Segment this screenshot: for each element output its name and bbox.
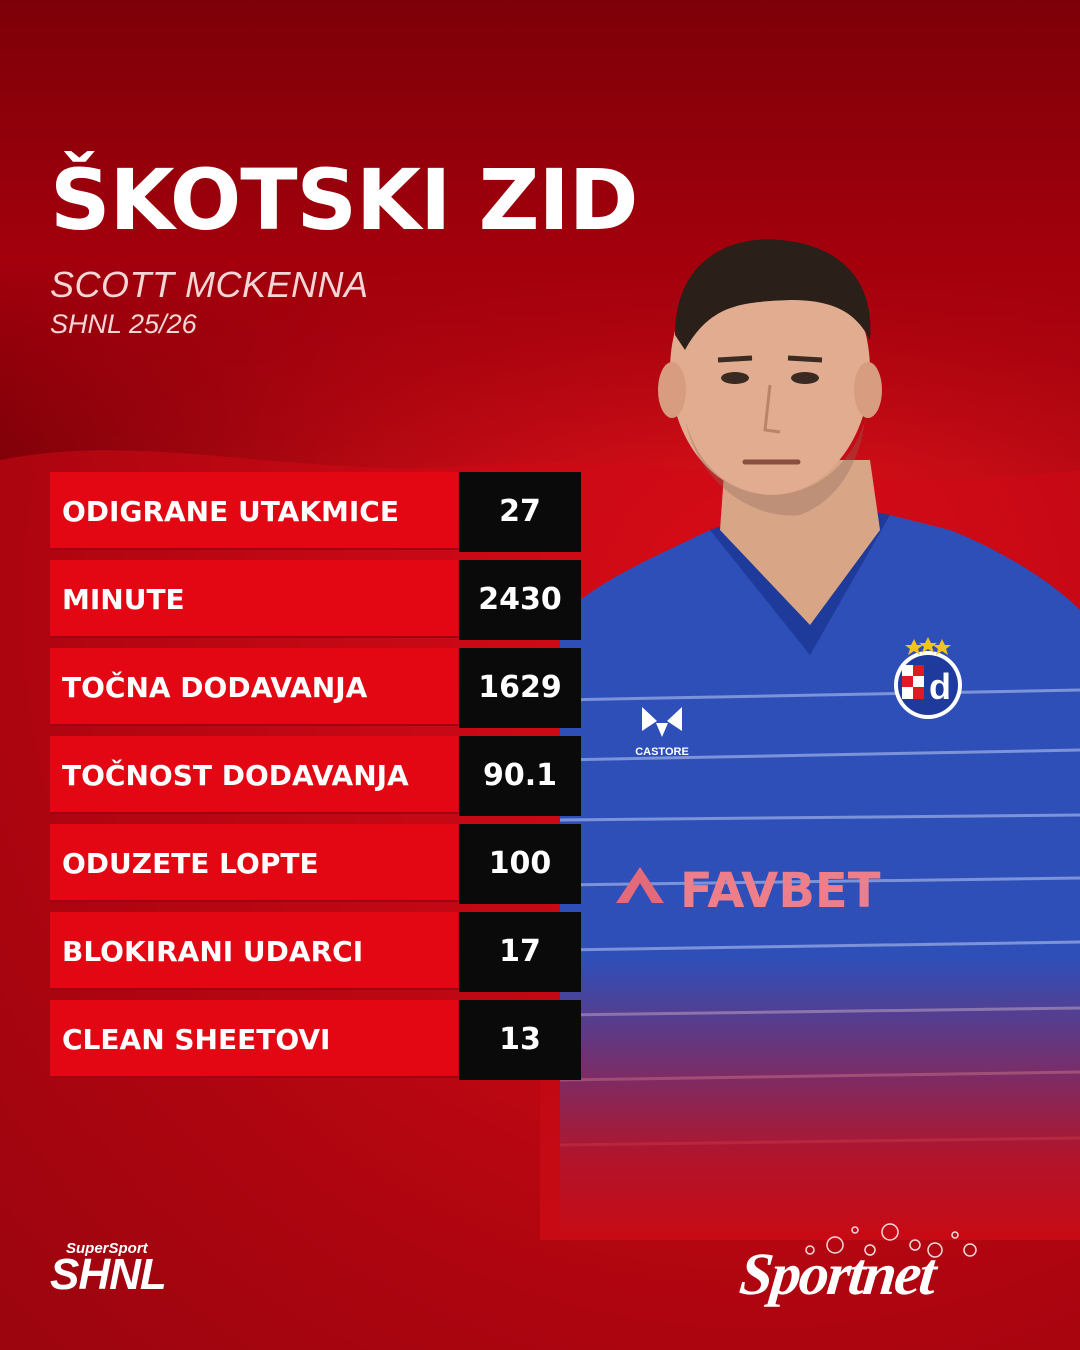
stat-row-minutes: MINUTE 2430: [50, 560, 581, 640]
publisher-logo: Sportnet: [736, 1241, 938, 1307]
league-logo-super: SuperSport: [66, 1240, 148, 1257]
jersey-sponsor-label: FAVBET: [680, 863, 881, 919]
club-badge: d: [894, 637, 962, 719]
stat-value: 100: [459, 824, 581, 904]
stat-label: CLEAN SHEETOVI: [50, 1000, 458, 1078]
stat-label: TOČNA DODAVANJA: [50, 648, 458, 726]
stat-value: 90.1: [459, 736, 581, 816]
player-neck: [720, 460, 880, 625]
stat-row-clean-sheets: CLEAN SHEETOVI 13: [50, 1000, 581, 1080]
player-name: SCOTT MCKENNA: [50, 264, 369, 305]
sportnet-bubbles-icon: [805, 1223, 977, 1258]
stat-row-pass-accuracy: TOČNOST DODAVANJA 90.1: [50, 736, 581, 816]
player-hair: [675, 239, 871, 350]
stat-row-matches: ODIGRANE UTAKMICE 27: [50, 472, 581, 552]
league-logo: SHNL: [50, 1250, 167, 1299]
player-fade-overlay: [540, 960, 1080, 1240]
stat-value: 2430: [459, 560, 581, 640]
jersey-brand: CASTORE: [635, 707, 689, 758]
stat-label: ODUZETE LOPTE: [50, 824, 458, 902]
stat-value: 13: [459, 1000, 581, 1080]
jersey-brand-label: CASTORE: [635, 746, 689, 758]
stat-value: 27: [459, 472, 581, 552]
club-badge-letter: d: [929, 666, 951, 707]
stat-label: ODIGRANE UTAKMICE: [50, 472, 458, 550]
stat-row-blocked-shots: BLOKIRANI UDARCI 17: [50, 912, 581, 992]
header-background: [0, 0, 1080, 470]
stat-value: 1629: [459, 648, 581, 728]
competition-season: SHNL 25/26: [50, 309, 197, 339]
stat-label: BLOKIRANI UDARCI: [50, 912, 458, 990]
stat-row-accurate-passes: TOČNA DODAVANJA 1629: [50, 648, 581, 728]
stat-label: TOČNOST DODAVANJA: [50, 736, 458, 814]
stat-value: 17: [459, 912, 581, 992]
page-title: ŠKOTSKI ZID: [50, 151, 638, 249]
jersey-sponsor: FAVBET: [616, 863, 881, 919]
stat-row-recoveries: ODUZETE LOPTE 100: [50, 824, 581, 904]
stat-label: MINUTE: [50, 560, 458, 638]
